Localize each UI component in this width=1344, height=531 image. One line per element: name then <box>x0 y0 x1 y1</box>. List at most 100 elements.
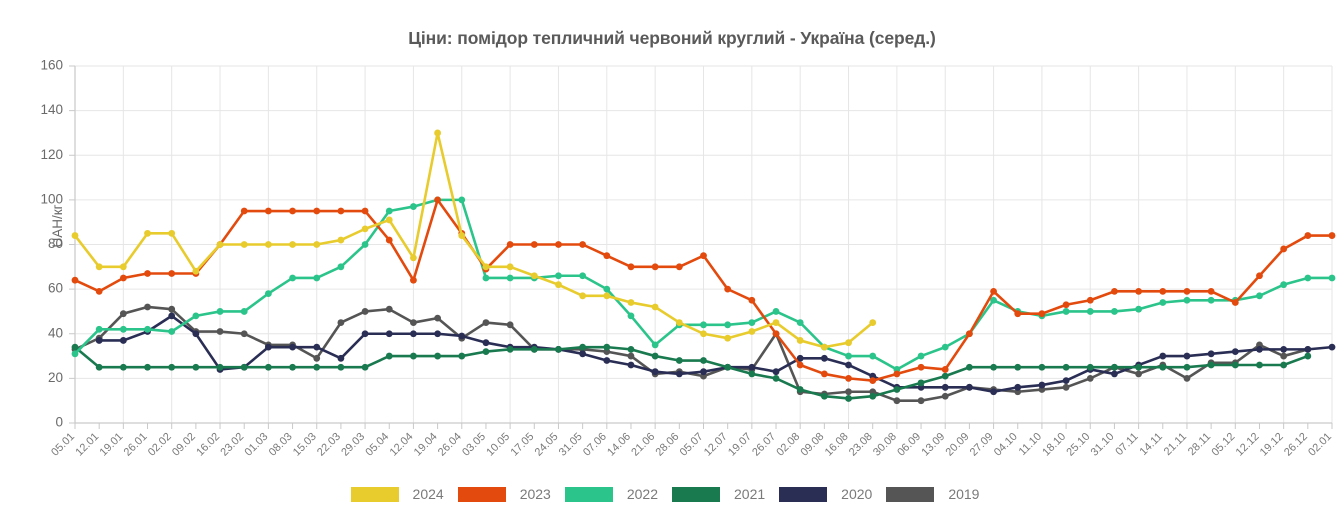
data-point[interactable] <box>313 274 321 282</box>
data-point[interactable] <box>1328 343 1336 351</box>
data-point[interactable] <box>1207 350 1215 358</box>
data-point[interactable] <box>1014 383 1022 391</box>
data-point[interactable] <box>917 397 925 405</box>
data-point[interactable] <box>1111 363 1118 371</box>
data-point[interactable] <box>71 276 79 284</box>
data-point[interactable] <box>313 241 321 248</box>
data-point[interactable] <box>579 350 587 358</box>
data-point[interactable] <box>845 388 852 396</box>
data-point[interactable] <box>1014 310 1022 318</box>
data-point[interactable] <box>1038 363 1046 371</box>
data-point[interactable] <box>482 339 490 347</box>
data-point[interactable] <box>458 196 466 204</box>
data-point[interactable] <box>651 352 659 360</box>
data-point[interactable] <box>941 383 949 391</box>
data-point[interactable] <box>361 225 369 233</box>
data-point[interactable] <box>482 348 490 355</box>
data-point[interactable] <box>579 241 587 248</box>
data-point[interactable] <box>95 337 103 344</box>
data-point[interactable] <box>1086 374 1094 382</box>
data-point[interactable] <box>144 363 151 371</box>
data-point[interactable] <box>627 299 635 306</box>
data-point[interactable] <box>724 363 732 371</box>
data-point[interactable] <box>530 345 538 353</box>
data-point[interactable] <box>192 312 200 320</box>
data-point[interactable] <box>941 366 949 373</box>
data-point[interactable] <box>675 263 683 271</box>
data-point[interactable] <box>337 236 345 244</box>
data-point[interactable] <box>144 325 151 333</box>
data-point[interactable] <box>990 388 997 396</box>
data-point[interactable] <box>1304 345 1312 353</box>
data-point[interactable] <box>289 207 296 215</box>
data-point[interactable] <box>1207 296 1215 304</box>
data-point[interactable] <box>1183 296 1191 304</box>
data-point[interactable] <box>289 343 296 351</box>
data-point[interactable] <box>1159 352 1167 360</box>
data-point[interactable] <box>1086 363 1094 371</box>
data-point[interactable] <box>1183 352 1191 360</box>
data-point[interactable] <box>410 352 417 360</box>
data-point[interactable] <box>1328 232 1336 239</box>
data-point[interactable] <box>530 241 538 248</box>
legend-item-2019[interactable]: 2019 <box>886 486 993 502</box>
data-point[interactable] <box>506 263 514 271</box>
data-point[interactable] <box>313 363 321 371</box>
data-point[interactable] <box>410 203 417 210</box>
data-point[interactable] <box>990 296 997 304</box>
data-point[interactable] <box>651 303 659 311</box>
data-point[interactable] <box>530 272 538 280</box>
data-point[interactable] <box>1135 305 1143 313</box>
data-point[interactable] <box>1183 374 1191 382</box>
data-point[interactable] <box>385 216 393 224</box>
data-point[interactable] <box>361 330 369 338</box>
data-point[interactable] <box>772 319 780 326</box>
data-point[interactable] <box>675 319 683 326</box>
data-point[interactable] <box>361 207 369 215</box>
data-point[interactable] <box>1280 245 1288 253</box>
data-point[interactable] <box>385 305 393 313</box>
data-point[interactable] <box>845 374 852 382</box>
data-point[interactable] <box>1062 383 1070 391</box>
data-point[interactable] <box>434 196 441 204</box>
data-point[interactable] <box>966 383 973 391</box>
data-point[interactable] <box>651 263 659 271</box>
data-point[interactable] <box>651 368 659 376</box>
data-point[interactable] <box>385 236 393 244</box>
data-point[interactable] <box>1256 345 1263 353</box>
data-point[interactable] <box>675 370 683 378</box>
data-point[interactable] <box>796 386 804 393</box>
data-point[interactable] <box>144 229 151 237</box>
data-point[interactable] <box>192 363 200 371</box>
data-point[interactable] <box>772 368 780 376</box>
data-point[interactable] <box>869 392 877 400</box>
legend-item-2024[interactable]: 2024 <box>350 486 458 502</box>
data-point[interactable] <box>1135 287 1143 295</box>
data-point[interactable] <box>700 357 707 364</box>
data-point[interactable] <box>1304 274 1312 282</box>
data-point[interactable] <box>748 296 756 304</box>
data-point[interactable] <box>700 368 707 376</box>
data-point[interactable] <box>506 321 514 329</box>
data-point[interactable] <box>216 241 224 248</box>
data-point[interactable] <box>869 377 877 385</box>
data-point[interactable] <box>410 276 417 284</box>
data-point[interactable] <box>337 263 345 271</box>
data-point[interactable] <box>1159 299 1167 306</box>
data-point[interactable] <box>820 370 828 378</box>
data-point[interactable] <box>144 270 151 277</box>
data-point[interactable] <box>216 363 224 371</box>
data-point[interactable] <box>796 337 804 344</box>
data-point[interactable] <box>1086 296 1094 304</box>
legend-item-2020[interactable]: 2020 <box>779 486 886 502</box>
data-point[interactable] <box>1062 363 1070 371</box>
data-point[interactable] <box>385 207 393 215</box>
data-point[interactable] <box>385 352 393 360</box>
data-point[interactable] <box>796 361 804 369</box>
data-point[interactable] <box>1135 370 1143 378</box>
data-point[interactable] <box>627 352 635 360</box>
data-point[interactable] <box>119 263 127 271</box>
data-point[interactable] <box>869 319 877 326</box>
data-point[interactable] <box>724 334 732 342</box>
data-point[interactable] <box>458 332 466 340</box>
